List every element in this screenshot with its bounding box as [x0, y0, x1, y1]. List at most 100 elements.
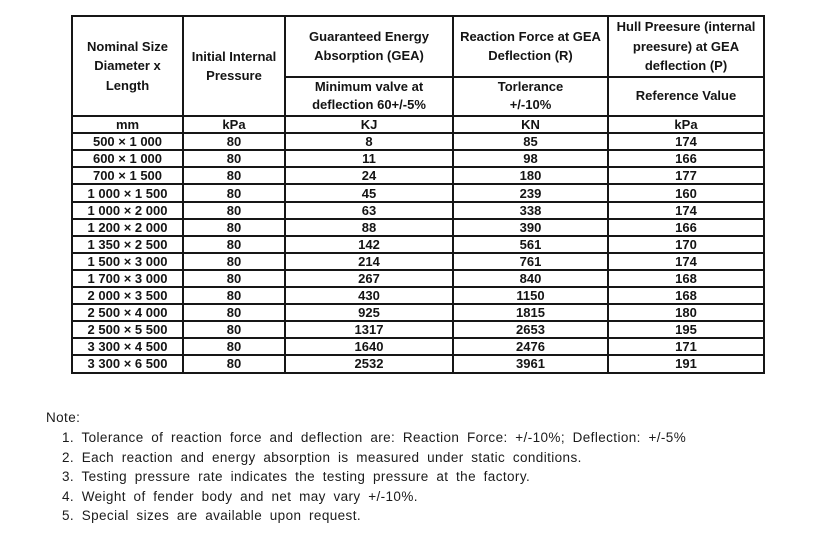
- table-cell: 98: [452, 149, 609, 169]
- table-cell: 191: [607, 354, 765, 374]
- table-cell: 180: [607, 303, 765, 323]
- table-cell: 80: [182, 234, 286, 254]
- table-row: 2 000 × 3 500 80 430 1150 168: [71, 286, 765, 306]
- units-row: mm kPa KJ KN kPa: [71, 115, 765, 135]
- table-row: 2 500 × 4 000 80 925 1815 180: [71, 303, 765, 323]
- table-cell: 239: [452, 183, 609, 203]
- table-cell: 160: [607, 183, 765, 203]
- table-row: 1 500 × 3 000 80 214 761 174: [71, 251, 765, 271]
- table-row: 500 × 1 000 80 8 85 174: [71, 132, 765, 152]
- table-row: 1 000 × 2 000 80 63 338 174: [71, 200, 765, 220]
- notes-label: Note:: [46, 410, 81, 425]
- table-cell: 177: [607, 166, 765, 186]
- table-row: 3 300 × 4 500 80 1640 2476 171: [71, 337, 765, 357]
- table-cell: 24: [284, 166, 454, 186]
- table-cell: 80: [182, 251, 286, 271]
- table-cell: 390: [452, 217, 609, 237]
- table-cell: 925: [284, 303, 454, 323]
- fender-spec-table: Nominal Size Diameter x Length Initial I…: [71, 14, 765, 374]
- col-header-initial-internal-pressure: Initial Internal Pressure: [182, 14, 286, 118]
- table-cell: 430: [284, 286, 454, 306]
- header-row-titles: Nominal Size Diameter x Length Initial I…: [71, 14, 765, 118]
- table-row: 1 700 × 3 000 80 267 840 168: [71, 268, 765, 289]
- table-cell: 174: [607, 251, 765, 271]
- table-cell: 561: [452, 234, 609, 254]
- table-cell: 174: [607, 132, 765, 152]
- table-cell: 195: [607, 320, 765, 340]
- table-cell: 2 000 × 3 500: [71, 286, 184, 306]
- table-cell: 80: [182, 303, 286, 323]
- note-item-1: 1. Tolerance of reaction force and defle…: [62, 430, 687, 445]
- table-cell: 700 × 1 500: [71, 166, 184, 186]
- table-cell: 80: [182, 286, 286, 306]
- col-header-nominal-size: Nominal Size Diameter x Length: [71, 14, 184, 118]
- unit-energy-absorption: KJ: [284, 115, 454, 135]
- table-cell: 1 200 × 2 000: [71, 217, 184, 237]
- table-cell: 2653: [452, 320, 609, 340]
- table-cell: 600 × 1 000: [71, 149, 184, 169]
- subheader-minimum-value: Minimum valve at deflection 60+/-5%: [284, 75, 454, 118]
- table-cell: 761: [452, 251, 609, 271]
- table-cell: 80: [182, 337, 286, 357]
- table-cell: 80: [182, 200, 286, 220]
- table-cell: 2532: [284, 354, 454, 374]
- table-row: 600 × 1 000 80 11 98 166: [71, 149, 765, 169]
- table-cell: 2476: [452, 337, 609, 357]
- table-row: 1 000 × 1 500 80 45 239 160: [71, 183, 765, 203]
- table-cell: 166: [607, 149, 765, 169]
- table-cell: 840: [452, 268, 609, 289]
- header-row-subtitles: Minimum valve at deflection 60+/-5% Torl…: [72, 75, 765, 118]
- table-cell: 180: [452, 166, 609, 186]
- table-cell: 267: [284, 268, 454, 289]
- table-cell: 1 000 × 2 000: [71, 200, 184, 220]
- table-cell: 80: [182, 217, 286, 237]
- table-cell: 80: [182, 268, 286, 289]
- col-header-hull-pressure: Hull Preesure (internal preesure) at GEA…: [607, 15, 765, 78]
- table-cell: 80: [182, 183, 286, 203]
- table-cell: 170: [607, 234, 765, 254]
- table-row: 3 300 × 6 500 80 2532 3961 191: [71, 354, 765, 374]
- note-item-2: 2. Each reaction and energy absorption i…: [62, 449, 582, 465]
- unit-hull-pressure: kPa: [607, 115, 765, 135]
- table-row: 700 × 1 500 80 24 180 177: [71, 166, 765, 186]
- table-cell: 80: [182, 149, 286, 169]
- table-cell: 142: [284, 234, 454, 254]
- table-cell: 500 × 1 000: [71, 132, 184, 152]
- table-cell: 3961: [452, 354, 609, 374]
- table-cell: 85: [452, 132, 609, 152]
- table-cell: 1150: [452, 286, 609, 306]
- table-cell: 2 500 × 4 000: [71, 303, 184, 323]
- col-header-guaranteed-energy-absorption: Guaranteed Energy Absorption (GEA): [284, 15, 454, 78]
- table-row: 1 200 × 2 000 80 88 390 166: [71, 217, 765, 237]
- table-cell: 80: [182, 354, 286, 374]
- table-cell: 1 000 × 1 500: [71, 183, 184, 203]
- table-cell: 88: [284, 217, 454, 237]
- table-cell: 1317: [284, 320, 454, 340]
- table-cell: 45: [284, 183, 454, 203]
- note-item-5: 5. Special sizes are available upon requ…: [62, 508, 362, 523]
- table-cell: 80: [182, 132, 286, 152]
- table-row: 2 500 × 5 500 80 1317 2653 195: [71, 320, 765, 340]
- subheader-tolerance: Torlerance +/-10%: [452, 75, 609, 118]
- table-cell: 214: [284, 251, 454, 271]
- col-header-reaction-force: Reaction Force at GEA Deflection (R): [452, 15, 609, 78]
- unit-reaction-force: KN: [452, 115, 609, 135]
- table-cell: 1 500 × 3 000: [71, 251, 184, 271]
- note-item-3: 3. Testing pressure rate indicates the t…: [62, 469, 531, 484]
- note-item-4: 4. Weight of fender body and net may var…: [62, 488, 418, 504]
- table-cell: 174: [607, 200, 765, 220]
- table-cell: 2 500 × 5 500: [71, 320, 184, 340]
- table-body: 500 × 1 000 80 8 85 174 600 × 1 000 80 11 98 166 7…: [71, 132, 765, 374]
- table-cell: 1640: [284, 337, 454, 357]
- table-cell: 63: [284, 200, 454, 220]
- table-row: 1 350 × 2 500 80 142 561 170: [71, 234, 765, 254]
- table-cell: 80: [182, 320, 286, 340]
- table-cell: 171: [607, 337, 765, 357]
- table-cell: 338: [452, 200, 609, 220]
- table-cell: 168: [607, 286, 765, 306]
- table-cell: 80: [182, 166, 286, 186]
- subheader-reference-value: Reference Value: [607, 75, 765, 118]
- unit-nominal-size: mm: [71, 115, 184, 135]
- unit-initial-pressure: kPa: [182, 115, 286, 135]
- table-cell: 1815: [452, 303, 609, 323]
